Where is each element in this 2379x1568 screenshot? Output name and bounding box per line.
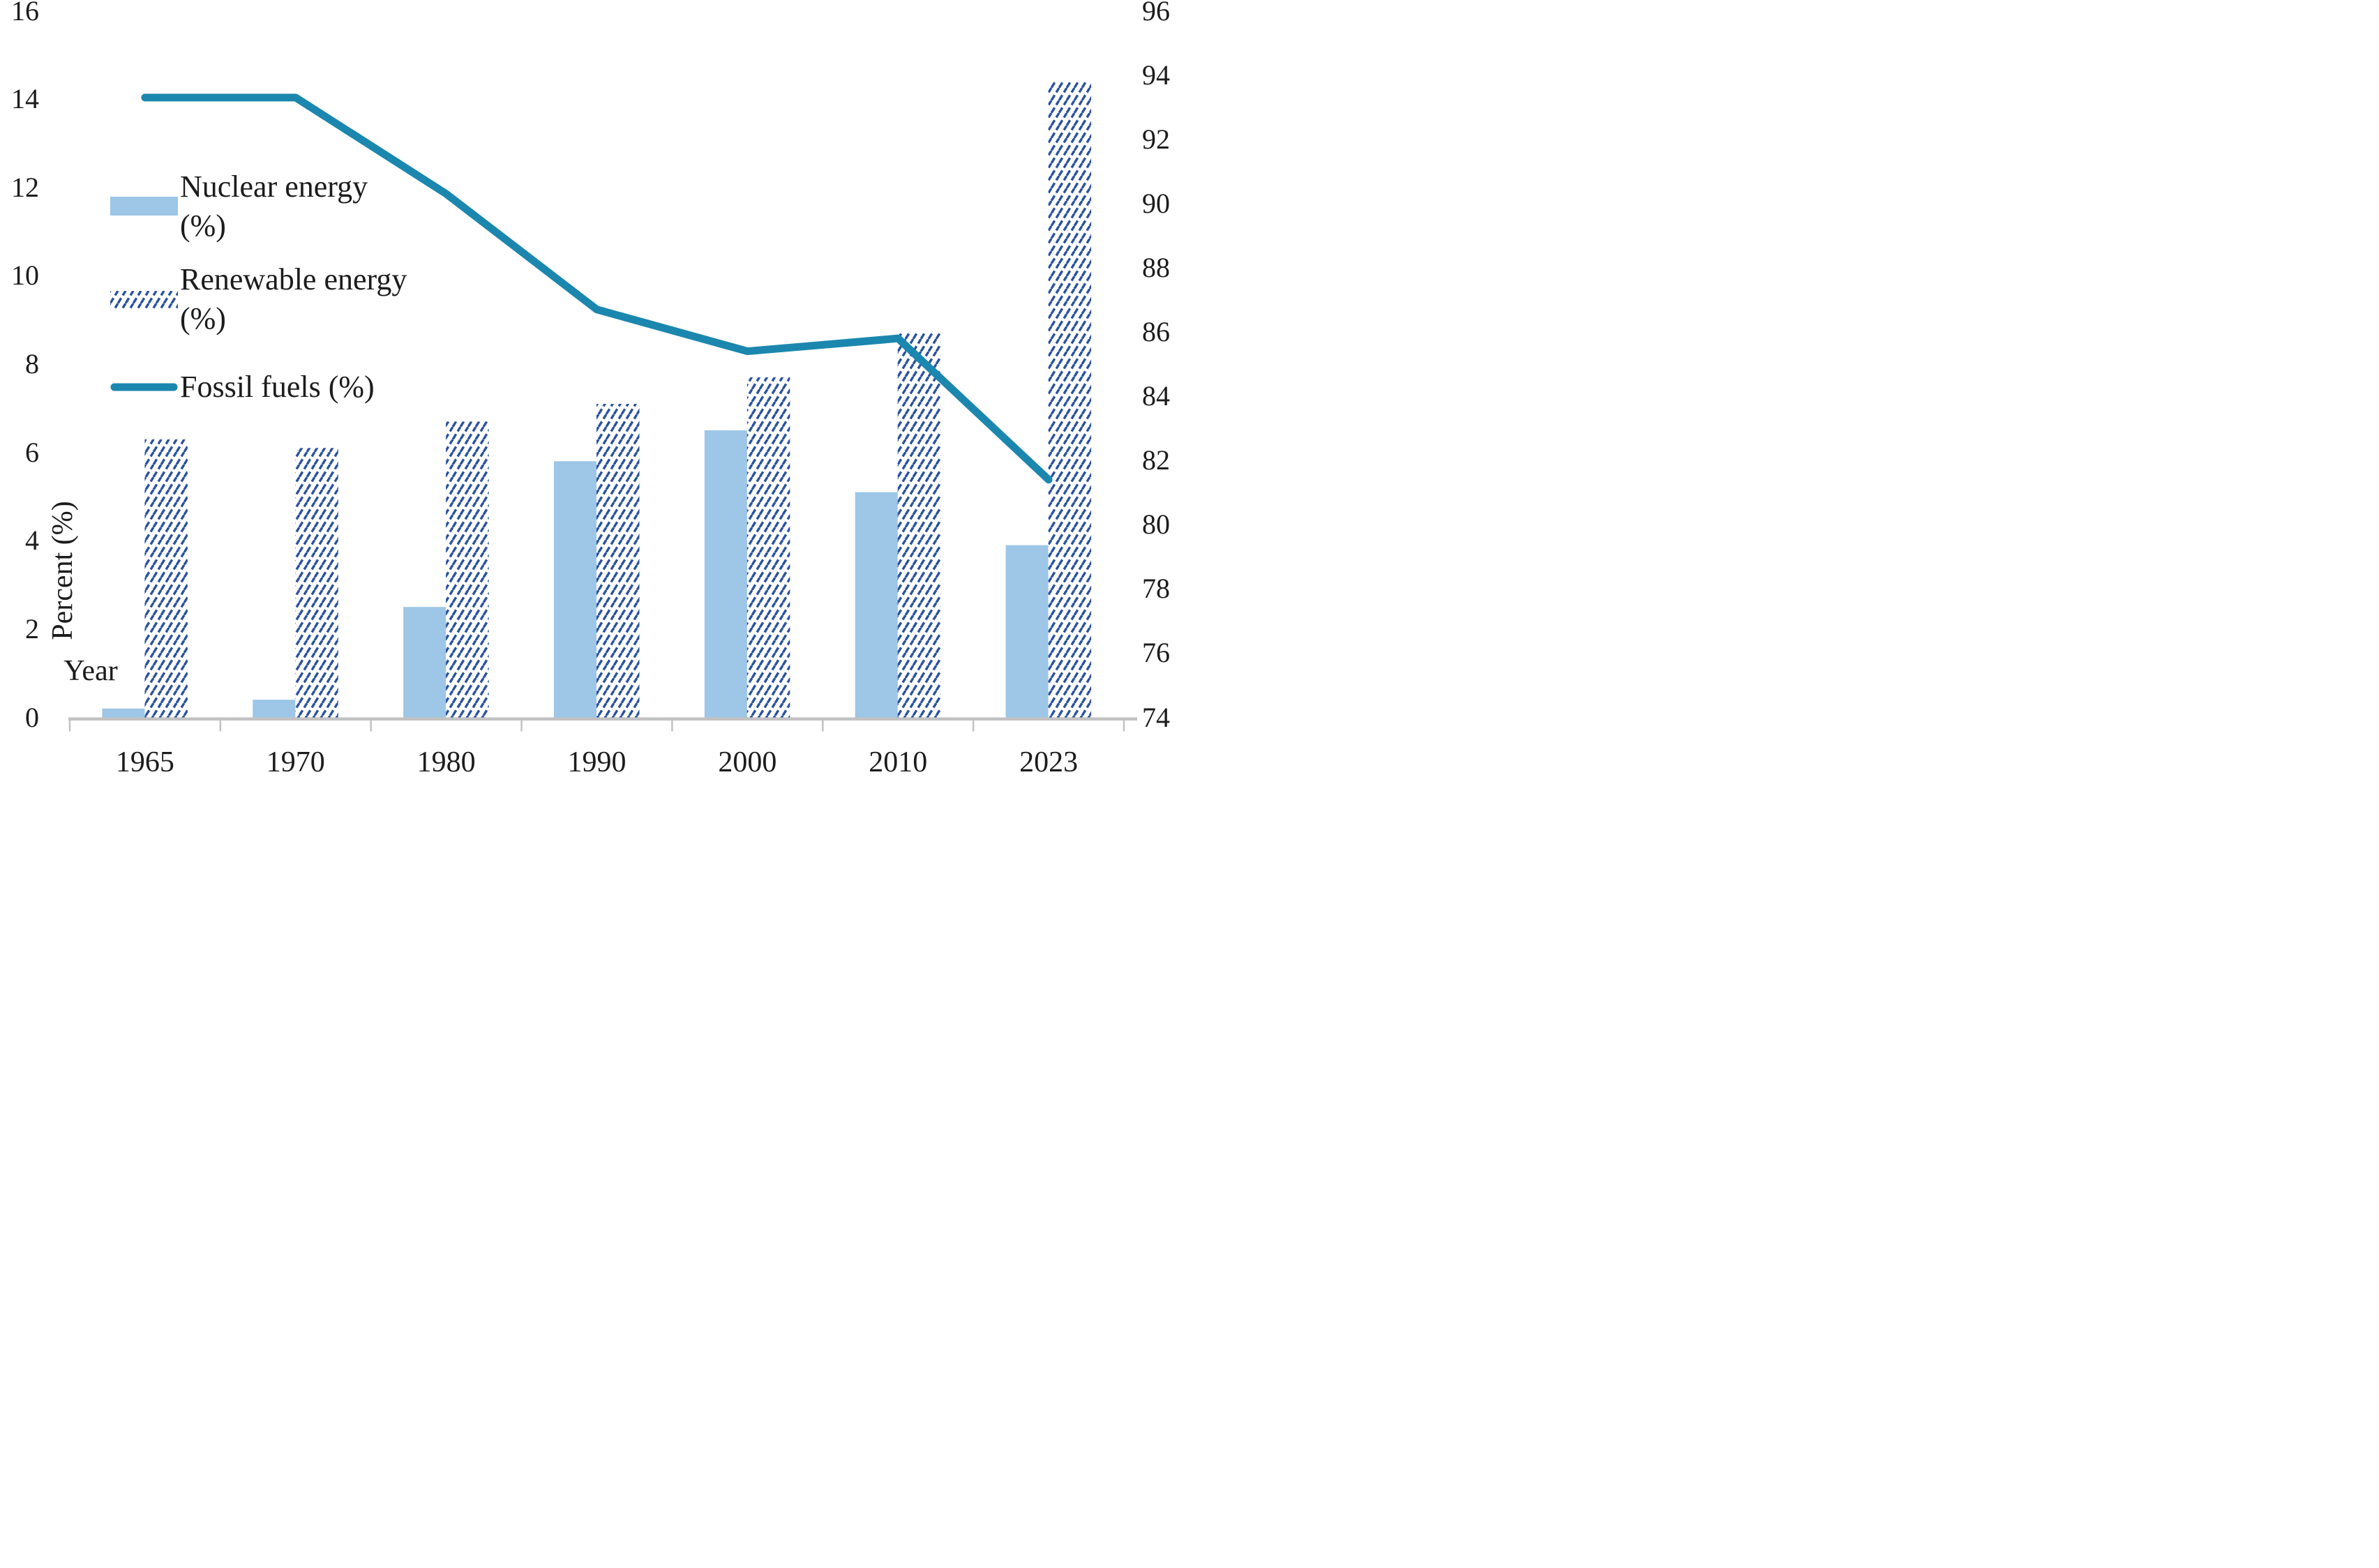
x-axis-label-2023: 2023 — [1019, 746, 1079, 778]
bars-layer — [102, 81, 1092, 718]
renewable-hatch-swatch-icon — [110, 291, 178, 310]
bar-renewable-2023 — [1048, 81, 1092, 718]
nuclear-bar-swatch-icon — [110, 197, 178, 216]
left-axis-tick-10: 10 — [11, 259, 39, 292]
energy-share-chart: 16 14 12 10 8 6 4 2 0 96 94 92 90 88 86 84 82 80 78 76 74 1… — [0, 0, 1190, 784]
right-axis-tick-76: 76 — [1142, 637, 1170, 669]
bar-nuclear-2010 — [855, 492, 899, 718]
fossil-line-layer — [141, 93, 1053, 484]
left-axis-tick-14: 14 — [11, 83, 39, 115]
x-axis-label-1990: 1990 — [567, 746, 626, 778]
right-axis-tick-96: 96 — [1142, 0, 1170, 27]
right-axis-tick-90: 90 — [1142, 187, 1170, 219]
legend-label-fossil: Fossil fuels (%) — [180, 370, 375, 404]
bar-renewable-1980 — [446, 421, 489, 718]
right-axis-tick-78: 78 — [1142, 573, 1170, 605]
bar-nuclear-1965 — [102, 708, 145, 718]
bar-nuclear-2000 — [704, 430, 748, 718]
bar-nuclear-1970 — [253, 700, 296, 718]
right-axis-tick-74: 74 — [1142, 701, 1170, 733]
x-axis-label-1980: 1980 — [416, 746, 476, 778]
left-axis-tick-8: 8 — [25, 348, 39, 379]
x-axis-label-1965: 1965 — [115, 746, 174, 778]
right-axis-tick-80: 80 — [1142, 508, 1170, 541]
fossil-line-swatch-icon — [110, 383, 178, 391]
right-axis-tick-84: 84 — [1142, 380, 1170, 412]
left-axis-tick-4: 4 — [25, 525, 39, 557]
chart-canvas — [68, 81, 1137, 732]
bar-nuclear-1980 — [403, 607, 446, 718]
left-axis-tick-2: 2 — [25, 612, 39, 644]
x-axis-label-2000: 2000 — [718, 746, 777, 778]
x-axis-label-2010: 2010 — [869, 746, 928, 778]
right-axis-tick-94: 94 — [1142, 59, 1170, 91]
bar-renewable-1970 — [295, 448, 338, 718]
right-axis-tick-88: 88 — [1142, 251, 1170, 283]
right-axis-tick-82: 82 — [1142, 444, 1170, 476]
bar-renewable-2000 — [746, 377, 790, 718]
bar-renewable-1990 — [596, 403, 640, 718]
bar-renewable-1965 — [144, 439, 188, 718]
bar-nuclear-2023 — [1005, 545, 1049, 718]
legend-label-renewable: Renewable energy (%) — [180, 262, 407, 336]
x-axis-label-1970: 1970 — [266, 746, 325, 778]
x-axis-line-layer — [68, 717, 1137, 732]
fossil-fuels-line — [141, 93, 1053, 484]
left-axis-tick-12: 12 — [11, 171, 39, 203]
legend-label-nuclear: Nuclear energy (%) — [180, 169, 368, 243]
right-axis-tick-92: 92 — [1142, 123, 1170, 155]
right-axis-tick-86: 86 — [1142, 315, 1170, 347]
left-axis-tick-0: 0 — [25, 701, 39, 733]
left-axis-tick-16: 16 — [11, 0, 39, 27]
x-axis-title: Year — [63, 655, 118, 687]
bar-renewable-2010 — [897, 333, 941, 718]
left-axis-tick-6: 6 — [25, 436, 39, 468]
bar-nuclear-1990 — [554, 461, 597, 718]
left-axis-title: Percent (%) — [47, 501, 79, 640]
